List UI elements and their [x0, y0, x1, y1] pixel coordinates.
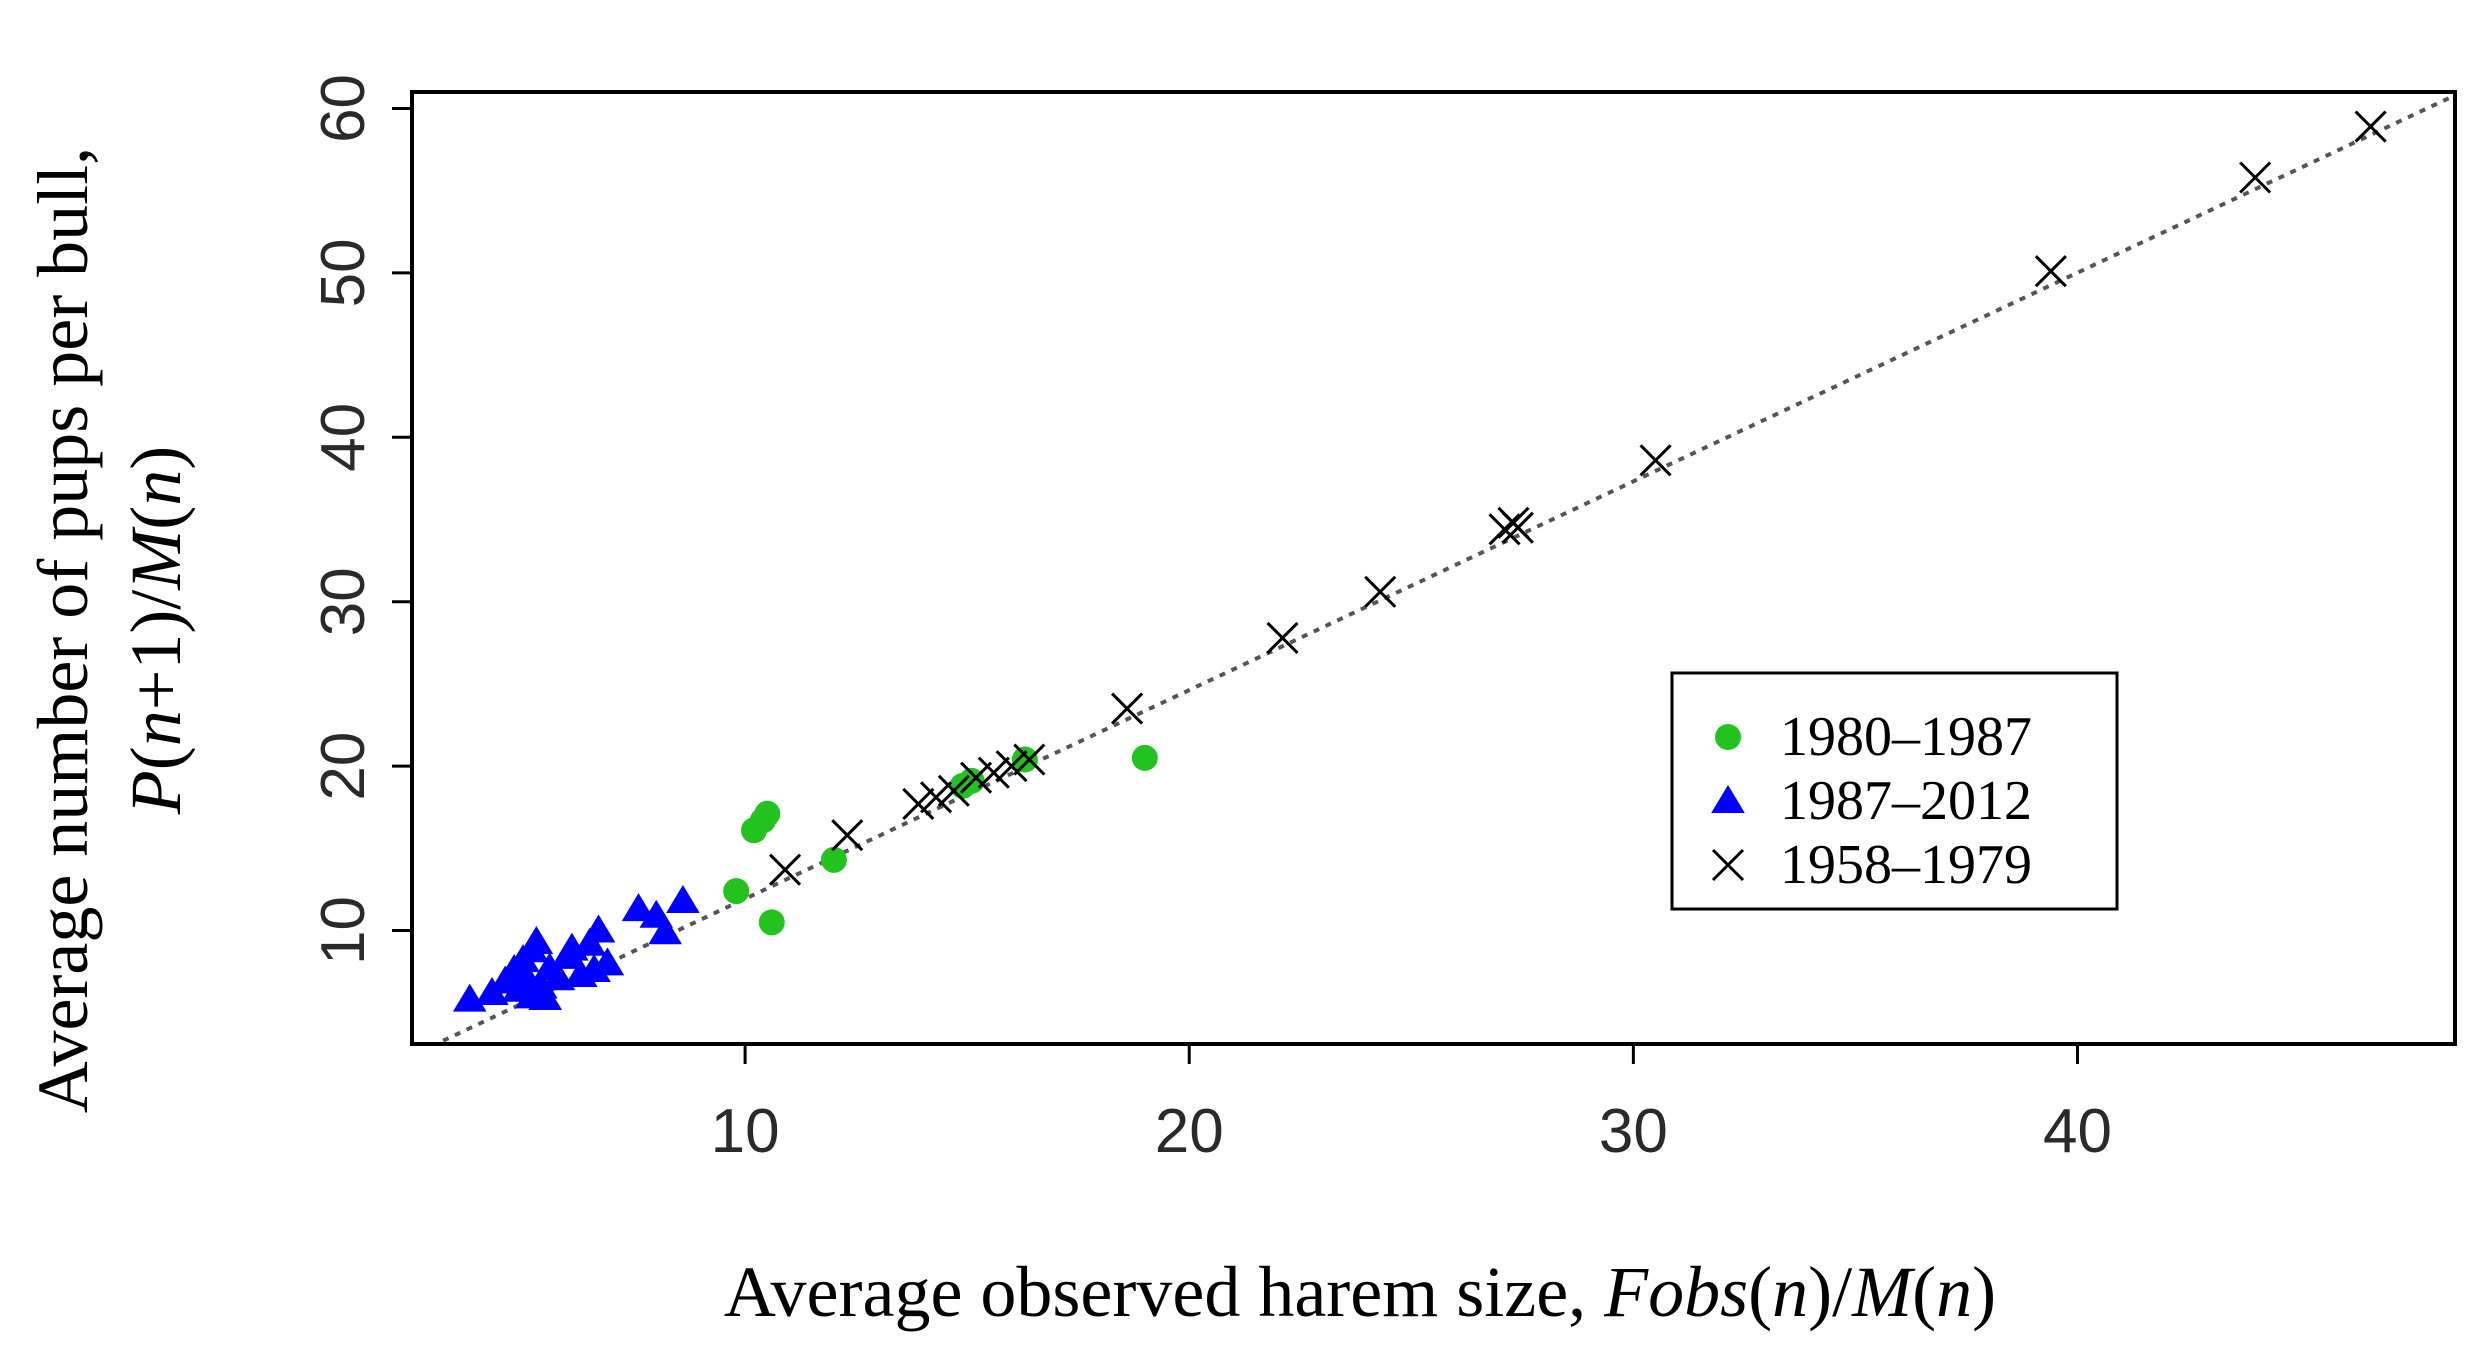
data-point-cross-stroke [2034, 255, 2067, 288]
series-group [723, 744, 1158, 936]
axis-title-math-part: n [1772, 1252, 1808, 1332]
axis-title-math-part: n [116, 710, 196, 746]
y-tick-label: 50 [309, 238, 378, 307]
data-point-cross-stroke [1639, 444, 1672, 477]
data-point-cross-stroke [1266, 621, 1299, 654]
axis-title-math-part: +1)/ [116, 590, 196, 711]
data-point-circle [754, 800, 781, 827]
axis-title-math-part: P [116, 770, 196, 815]
legend-label: 1958–1979 [1780, 834, 2032, 896]
legend-marker-circle [1715, 724, 1741, 750]
axis-title-math-part: n [1936, 1252, 1972, 1332]
data-point-cross [959, 761, 993, 794]
series-group [769, 110, 2387, 886]
x-axis-title: Average observed harem size, Fobs(n)/M(n… [724, 1252, 1996, 1332]
data-point-cross-stroke [995, 750, 1028, 783]
data-point-cross-stroke [1501, 511, 1534, 544]
axis-title-math-part: )/ [1808, 1252, 1852, 1332]
x-axis: 10 20 30 40 [711, 1044, 2112, 1166]
axis-title-math-part: M [1851, 1252, 1916, 1332]
axis-title-math-part: n [116, 470, 196, 506]
x-tick-label: 30 [1599, 1097, 1668, 1166]
y-tick-label: 30 [309, 567, 378, 636]
data-point-triangle [519, 926, 554, 955]
data-point-circle [1131, 744, 1158, 771]
y-tick-label: 20 [309, 732, 378, 801]
axis-title-text: Average observed harem size, [724, 1252, 1604, 1332]
data-point-circle [723, 878, 750, 905]
data-point-cross-stroke [977, 756, 1010, 789]
legend-label: 1980–1987 [1780, 706, 2032, 768]
data-point-triangle [581, 914, 616, 943]
data-point-triangle [621, 893, 656, 922]
data-point-cross-stroke [920, 781, 953, 814]
data-point-cross-stroke [2354, 110, 2387, 143]
data-point-cross [1639, 444, 1672, 477]
legend-label: 1987–2012 [1780, 770, 2032, 832]
data-point-cross [1266, 621, 1299, 654]
y-axis-title-group: Average number of pups per bull, [23, 147, 103, 1113]
series-layer [452, 110, 2387, 1012]
y-tick-label: 40 [309, 403, 378, 472]
data-point-cross-stroke [1488, 513, 1521, 546]
x-tick-label: 20 [1155, 1097, 1224, 1166]
y-tick-label: 60 [309, 74, 378, 143]
axis-title-math-part: ( [116, 746, 196, 770]
y-axis: 10 20 30 40 50 60 [309, 74, 412, 965]
y-axis-title-line2: P(n+1)/M(n) [116, 446, 196, 816]
data-point-cross-stroke [937, 774, 970, 807]
data-point-cross [2239, 161, 2272, 194]
axis-title-math-part: ( [1748, 1252, 1772, 1332]
data-point-cross [995, 750, 1028, 783]
data-point-cross [1364, 575, 1397, 608]
data-point-cross-stroke [831, 819, 864, 852]
legend-marker-cross-stroke [1711, 848, 1745, 882]
data-point-cross [2034, 255, 2067, 288]
data-point-cross [902, 787, 935, 821]
axis-title-math-part: ( [116, 506, 196, 530]
data-point-circle [820, 846, 847, 873]
axis-title-math-part: M [116, 526, 196, 591]
data-point-triangle [590, 947, 625, 976]
data-point-circle [758, 909, 785, 936]
plot-frame [410, 90, 2457, 1046]
data-point-cross [920, 781, 953, 814]
data-point-cross [2354, 110, 2387, 143]
y-tick-label: 10 [309, 896, 378, 965]
axis-title-math-part: ( [1912, 1252, 1936, 1332]
data-point-cross-stroke [1013, 743, 1046, 776]
data-point-circle [1011, 746, 1038, 773]
legend-marker-triangle [1711, 785, 1745, 813]
data-point-cross [1488, 513, 1521, 546]
data-point-cross [937, 774, 970, 807]
data-point-triangle [528, 981, 563, 1010]
series-group [452, 884, 700, 1012]
legend-box [1670, 671, 2119, 911]
x-tick-label: 40 [2043, 1097, 2112, 1166]
axis-title-math-part: Fobs [1603, 1252, 1748, 1332]
data-point-cross-stroke [1364, 575, 1397, 608]
y-axis-title-group-2: P(n+1)/M(n) [116, 446, 196, 816]
data-point-cross [1501, 511, 1534, 544]
axis-title-math-part: ) [116, 446, 196, 470]
data-point-cross-stroke [2239, 161, 2272, 194]
data-point-cross [831, 819, 864, 852]
data-point-cross [977, 756, 1010, 789]
x-tick-label: 10 [711, 1097, 780, 1166]
legend-marker-cross [1711, 848, 1745, 882]
data-point-cross-stroke [959, 761, 993, 794]
data-point-cross [769, 853, 802, 886]
axis-title-math-part: ) [1972, 1252, 1996, 1332]
data-point-cross-stroke [1110, 692, 1144, 725]
y-axis-title-line1: Average number of pups per bull, [23, 147, 103, 1113]
data-point-cross [1013, 743, 1046, 776]
data-point-cross-stroke [769, 853, 802, 886]
data-point-cross [1110, 692, 1144, 725]
data-point-cross-stroke [902, 787, 935, 821]
data-point-triangle [648, 916, 682, 945]
data-point-triangle [666, 884, 700, 913]
